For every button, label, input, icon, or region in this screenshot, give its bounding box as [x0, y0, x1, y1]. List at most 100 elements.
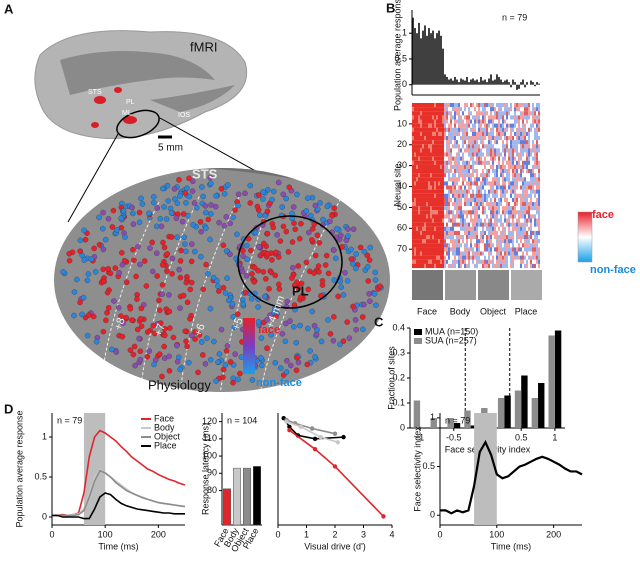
- heatmap-cell: [518, 173, 521, 178]
- heatmap-cell: [452, 189, 455, 194]
- heatmap-cell: [504, 235, 507, 240]
- heatmap-cell: [514, 185, 517, 190]
- heatmap-cell: [470, 259, 473, 264]
- heatmap-cell: [462, 156, 465, 161]
- heatmap-cell: [498, 181, 501, 186]
- heatmap-cell: [458, 152, 461, 157]
- heatmap-cell: [460, 156, 463, 161]
- heatmap-cell: [478, 202, 481, 207]
- recording-site: [213, 378, 219, 384]
- bar: [424, 25, 426, 85]
- recording-site: [317, 200, 323, 206]
- heatmap-cell: [486, 243, 489, 248]
- recording-site: [174, 200, 181, 207]
- annotation: n = 79: [502, 12, 527, 22]
- heatmap-cell: [440, 235, 443, 240]
- heatmap-cell: [420, 140, 423, 145]
- recording-site: [293, 367, 300, 373]
- heatmap-cell: [468, 210, 471, 215]
- heatmap-cell: [512, 164, 515, 170]
- heatmap-cell: [484, 164, 487, 170]
- recording-site: [91, 245, 97, 252]
- heatmap-cell: [494, 185, 497, 190]
- heatmap-cell: [456, 131, 459, 137]
- heatmap-cell: [416, 131, 419, 137]
- recording-site: [130, 246, 136, 253]
- heatmap-cell: [434, 144, 437, 149]
- heatmap-cell: [442, 164, 445, 170]
- heatmap-cell: [470, 226, 473, 231]
- heatmap-cell: [428, 255, 431, 260]
- heatmap-cell: [510, 115, 513, 120]
- heatmap-cell: [528, 210, 531, 215]
- heatmap-cell: [412, 115, 415, 120]
- heatmap-cell: [500, 164, 503, 170]
- heatmap-cell: [452, 164, 455, 170]
- heatmap-cell: [450, 181, 453, 186]
- bar: [458, 82, 460, 85]
- heatmap-cell: [444, 218, 447, 223]
- heatmap-cell: [414, 152, 417, 157]
- heatmap-cell: [442, 263, 445, 269]
- heatmap-cell: [418, 243, 421, 248]
- heatmap-cell: [534, 239, 537, 244]
- recording-site: [309, 308, 315, 315]
- heatmap-cell: [480, 127, 483, 132]
- heatmap-cell: [476, 181, 479, 186]
- heatmap-cell: [526, 160, 529, 165]
- recording-site: [166, 308, 173, 315]
- heatmap-cell: [494, 243, 497, 248]
- heatmap-cell: [524, 103, 527, 108]
- heatmap-cell: [524, 181, 527, 186]
- heatmap-cell: [490, 156, 493, 161]
- heatmap-cell: [470, 193, 473, 198]
- heatmap-cell: [486, 230, 489, 236]
- heatmap-cell: [442, 148, 445, 153]
- heatmap-cell: [428, 160, 431, 165]
- heatmap-cell: [526, 222, 529, 227]
- heatmap-cell: [414, 214, 417, 219]
- heatmap-cell: [412, 218, 415, 223]
- heatmap-cell: [496, 156, 499, 161]
- recording-site: [90, 313, 97, 320]
- heatmap-cell: [434, 202, 437, 207]
- heatmap-cell: [414, 197, 417, 203]
- x-tick-label: 2: [332, 529, 337, 539]
- heatmap-cell: [412, 144, 415, 149]
- heatmap-cell: [478, 111, 481, 116]
- heatmap-cell: [504, 189, 507, 194]
- recording-site: [137, 356, 144, 363]
- heatmap-cell: [450, 226, 453, 231]
- heatmap-cell: [498, 185, 501, 190]
- heatmap-cell: [524, 263, 527, 269]
- series-line: [52, 469, 186, 517]
- recording-site: [172, 196, 178, 202]
- heatmap-cell: [522, 251, 525, 256]
- activation: [91, 122, 99, 128]
- heatmap-cell: [424, 140, 427, 145]
- heatmap-cell: [428, 197, 431, 203]
- heatmap-cell: [424, 202, 427, 207]
- heatmap-cell: [536, 181, 539, 186]
- heatmap-cell: [426, 259, 429, 264]
- heatmap-cell: [512, 173, 515, 178]
- marker: [341, 434, 346, 440]
- heatmap-cell: [528, 197, 531, 203]
- heatmap-cell: [430, 210, 433, 215]
- heatmap-cell: [426, 263, 429, 269]
- recording-site: [180, 292, 187, 299]
- recording-site: [198, 253, 204, 260]
- heatmap-cell: [480, 144, 483, 149]
- heatmap-cell: [534, 202, 537, 207]
- heatmap-cell: [412, 226, 415, 231]
- heatmap-cell: [502, 255, 505, 260]
- heatmap-cell: [512, 185, 515, 190]
- heatmap-cell: [472, 259, 475, 264]
- heatmap-cell: [532, 148, 535, 153]
- heatmap-cell: [438, 136, 441, 141]
- heatmap-cell: [496, 189, 499, 194]
- heatmap-cell: [414, 140, 417, 145]
- heatmap-cell: [484, 181, 487, 186]
- heatmap-cell: [530, 185, 533, 190]
- heatmap-cell: [424, 160, 427, 165]
